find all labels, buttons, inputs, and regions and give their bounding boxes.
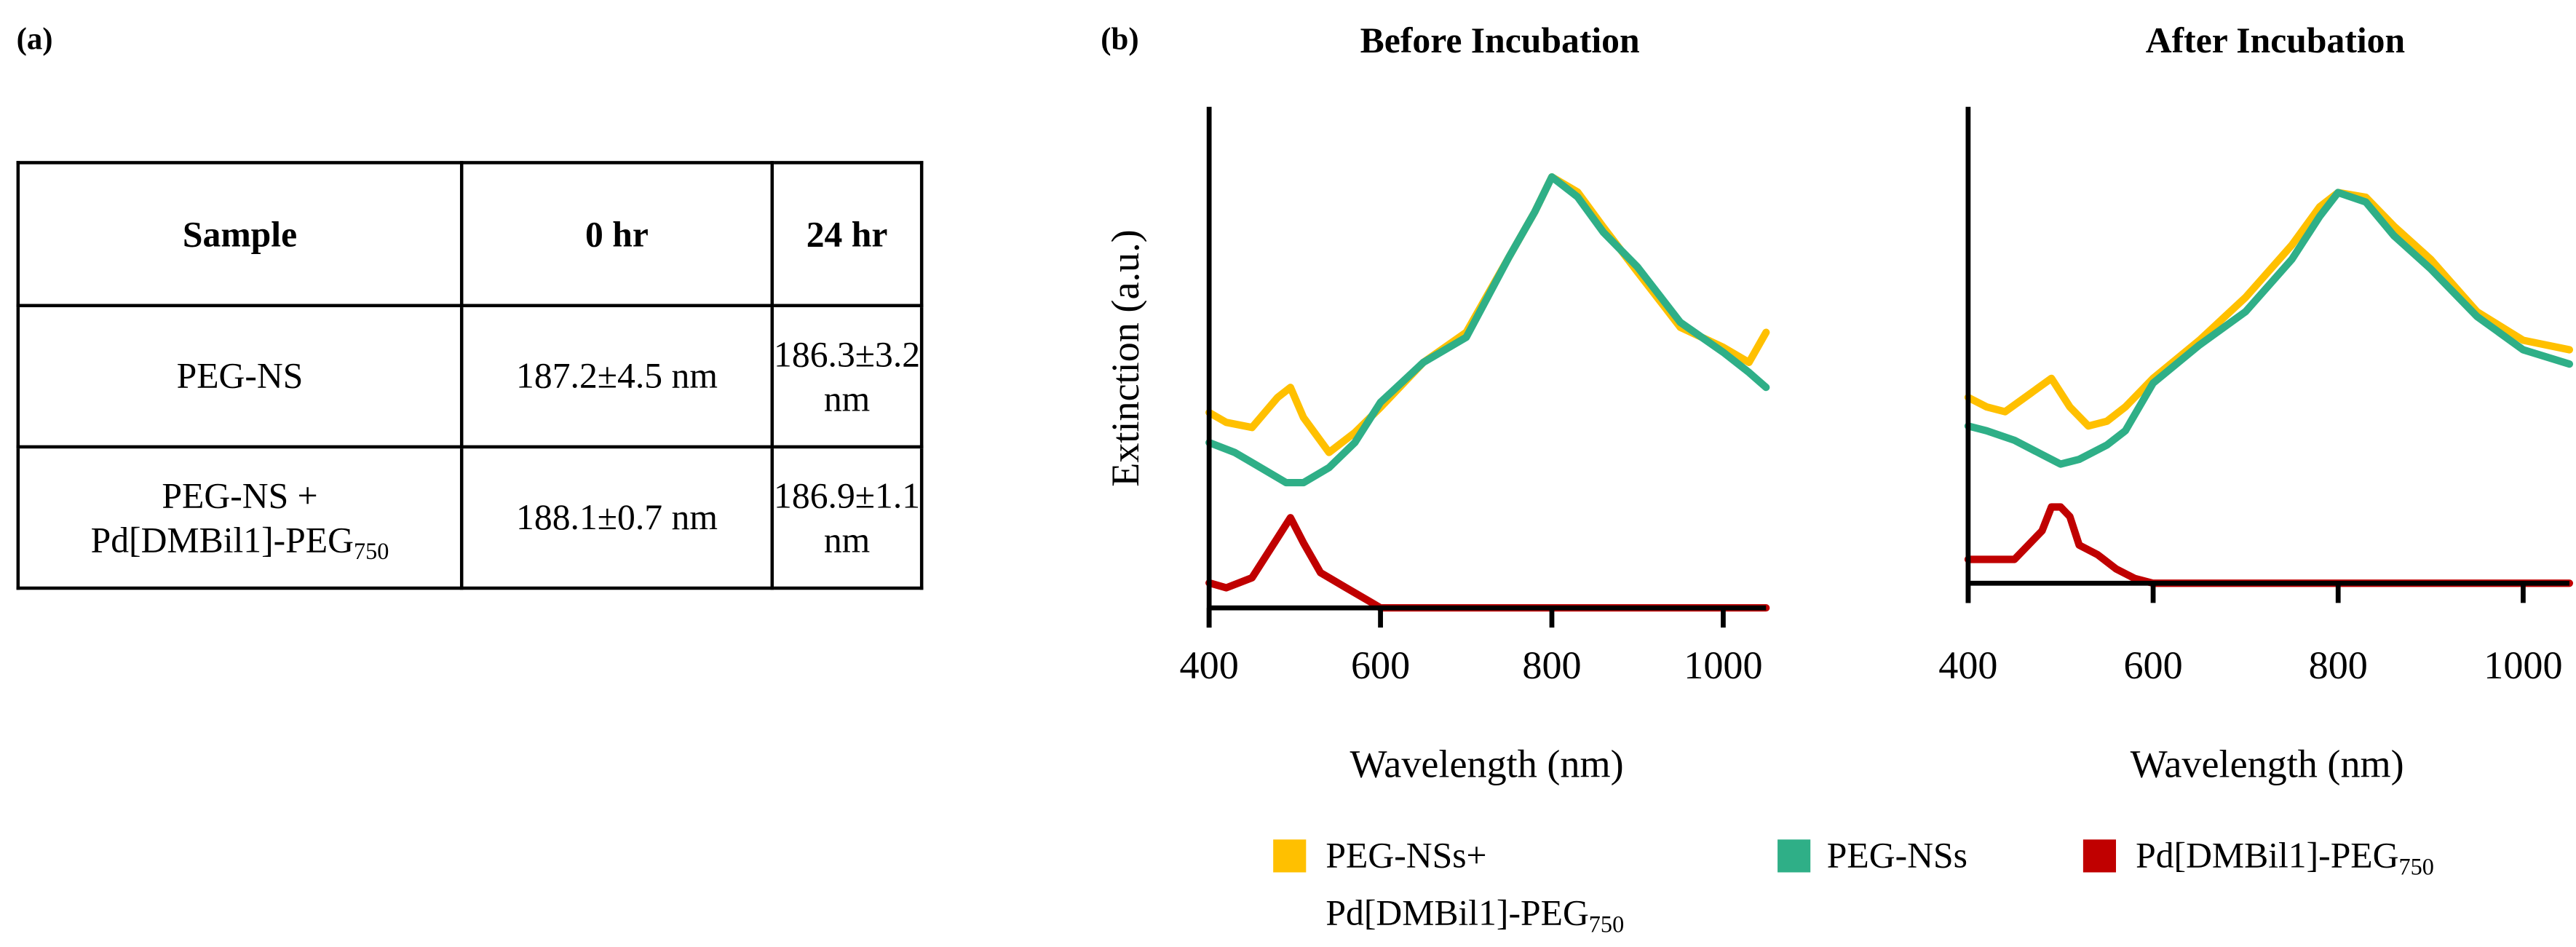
header-sample: Sample bbox=[16, 161, 464, 308]
legend-swatch bbox=[2082, 839, 2117, 873]
size-table: Sample 0 hr 24 hr PEG-NS 187.2±4.5 nm 18… bbox=[16, 161, 924, 590]
sample-line1: PEG-NS + bbox=[162, 474, 318, 515]
x-tick-label: 400 bbox=[1180, 643, 1239, 687]
y-axis-label: Extinction (a.u.) bbox=[1103, 229, 1147, 486]
legend-subscript: 750 bbox=[2398, 855, 2434, 881]
x-tick-label: 600 bbox=[1351, 643, 1410, 687]
legend-label: Pd[DMBil1]-PEG750 bbox=[2136, 826, 2434, 884]
x-tick-label: 1000 bbox=[1684, 643, 1762, 687]
panel-a-label: (a) bbox=[16, 23, 53, 58]
legend-swatch bbox=[1778, 839, 1811, 873]
table-row: PEG-NS 187.2±4.5 nm 186.3±3.2 nm bbox=[16, 304, 924, 449]
sample-line2: Pd[DMBil1]-PEG bbox=[90, 519, 354, 560]
table-header-row: Sample 0 hr 24 hr bbox=[16, 161, 924, 308]
header-24hr: 24 hr bbox=[770, 161, 924, 308]
chart-title-after: After Incubation bbox=[2145, 20, 2406, 61]
cell-24hr: 186.3±3.2 nm bbox=[770, 304, 924, 449]
header-24hr-text: 24 hr bbox=[806, 213, 888, 255]
legend-label-text: Pd[DMBil1]-PEG bbox=[2136, 834, 2399, 876]
legend-label: PEG-NSs+ Pd[DMBil1]-PEG750 bbox=[1325, 826, 1624, 941]
legend-subscript: 750 bbox=[1588, 912, 1625, 939]
table-row: PEG-NS + Pd[DMBil1]-PEG750 188.1±0.7 nm 1… bbox=[16, 445, 924, 590]
x-axis-label: Wavelength (nm) bbox=[2131, 742, 2404, 786]
cell-24hr: 186.9±1.1 nm bbox=[770, 445, 924, 590]
header-0hr: 0 hr bbox=[459, 161, 774, 308]
series-line-2 bbox=[1205, 514, 1770, 612]
legend-label-line1: PEG-NSs+ bbox=[1325, 834, 1487, 876]
panel-b-label: (b) bbox=[1101, 23, 1139, 58]
series-line-0 bbox=[1205, 173, 1770, 456]
series-line-1 bbox=[1205, 173, 1770, 487]
cell-sample: PEG-NS bbox=[16, 304, 464, 449]
x-tick-label: 400 bbox=[1938, 643, 1997, 687]
cell-0hr: 188.1±0.7 nm bbox=[459, 445, 774, 590]
x-tick-label: 800 bbox=[2309, 643, 2368, 687]
legend-label: PEG-NSs bbox=[1826, 834, 1967, 876]
cell-0hr: 187.2±4.5 nm bbox=[459, 304, 774, 449]
x-tick-label: 800 bbox=[1522, 643, 1581, 687]
x-axis-label: Wavelength (nm) bbox=[1350, 742, 1624, 786]
x-tick-label: 1000 bbox=[2484, 643, 2562, 687]
cell-sample: PEG-NS + Pd[DMBil1]-PEG750 bbox=[16, 445, 464, 590]
series-line-2 bbox=[1964, 503, 2574, 587]
x-tick-label: 600 bbox=[2123, 643, 2182, 687]
legend-swatch bbox=[1273, 839, 1307, 873]
series-line-1 bbox=[1964, 189, 2574, 468]
sample-subscript: 750 bbox=[353, 539, 389, 566]
series-line-0 bbox=[1964, 189, 2574, 430]
legend-label-line2: Pd[DMBil1]-PEG bbox=[1325, 892, 1589, 933]
chart-title-before: Before Incubation bbox=[1360, 20, 1640, 61]
